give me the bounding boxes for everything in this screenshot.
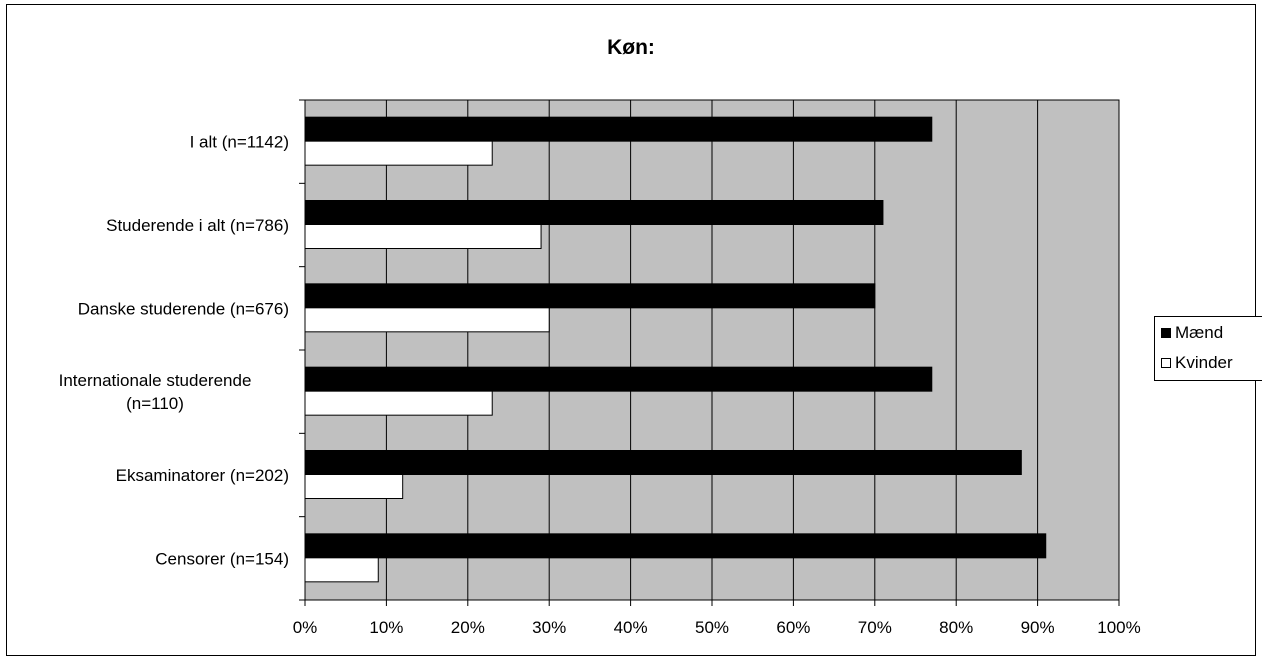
category-label: Danske studerende (n=676) [78, 299, 289, 318]
bar-maend [304, 200, 884, 225]
bar-maend [304, 283, 876, 309]
bar-maend [304, 366, 933, 392]
chart-title: Køn: [607, 36, 655, 59]
legend-item-kvinder: Kvinder [1161, 353, 1233, 373]
bar-maend [304, 450, 1022, 475]
x-tick-label: 30% [532, 618, 566, 637]
bar-maend [304, 116, 933, 142]
bar-kvinder [304, 140, 493, 166]
category-label: Eksaminatorer (n=202) [116, 466, 289, 485]
legend-label-kvinder: Kvinder [1175, 353, 1233, 372]
bar-kvinder [304, 474, 404, 499]
legend-swatch-maend [1161, 328, 1171, 338]
x-tick-label: 50% [695, 618, 729, 637]
bar-kvinder [304, 224, 542, 249]
category-label: Censorer (n=154) [155, 549, 289, 568]
x-tick-label: 80% [939, 618, 973, 637]
x-tick-label: 10% [369, 618, 403, 637]
x-tick-label: 40% [614, 618, 648, 637]
x-tick-label: 0% [293, 618, 318, 637]
x-tick-label: 90% [1021, 618, 1055, 637]
x-tick-label: 100% [1097, 618, 1140, 637]
x-tick-label: 20% [451, 618, 485, 637]
legend-item-maend: Mænd [1161, 323, 1223, 343]
legend: Mænd Kvinder [1154, 316, 1262, 381]
x-tick-label: 70% [858, 618, 892, 637]
bar-kvinder [304, 307, 550, 333]
category-label: (n=110) [126, 394, 184, 413]
category-label: Studerende i alt (n=786) [106, 216, 289, 235]
category-label: Internationale studerende [59, 371, 252, 390]
bar-kvinder [304, 390, 493, 416]
legend-swatch-kvinder [1161, 358, 1171, 368]
x-tick-label: 60% [776, 618, 810, 637]
legend-label-maend: Mænd [1175, 323, 1224, 342]
bar-kvinder [304, 557, 379, 583]
bar-maend [304, 533, 1047, 559]
category-label: I alt (n=1142) [190, 133, 289, 152]
